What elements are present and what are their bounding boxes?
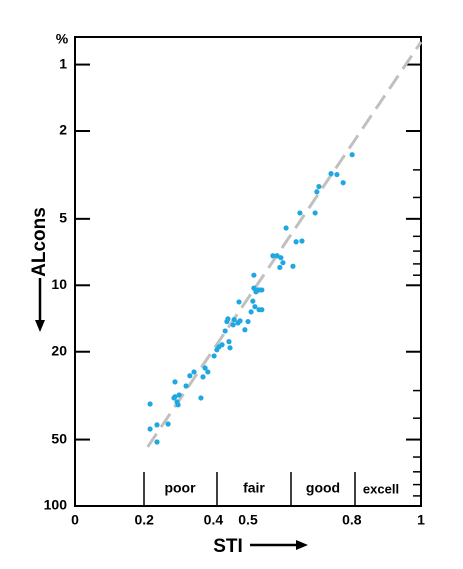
point (183, 383, 189, 389)
band-label: good (306, 480, 340, 496)
y-tick-label: 5 (59, 210, 67, 226)
point (328, 171, 334, 177)
point (340, 180, 346, 186)
point (312, 210, 318, 216)
point (316, 183, 322, 190)
point (250, 298, 256, 304)
point (205, 369, 211, 375)
x-axis-label: STI (213, 536, 243, 557)
point (154, 422, 160, 428)
point (175, 402, 181, 408)
y-tick-label: 1 (59, 55, 67, 71)
point (277, 264, 283, 271)
point (251, 272, 257, 278)
plot-frame (74, 36, 422, 507)
band-label: excell (363, 481, 399, 496)
y-arrow (35, 278, 45, 332)
point (154, 439, 160, 445)
point (172, 379, 178, 385)
x-arrow (250, 540, 308, 550)
point (165, 421, 171, 427)
point (299, 238, 305, 244)
point (314, 189, 320, 195)
point (227, 345, 233, 351)
x-tick-label: 0 (71, 512, 79, 528)
band-label: poor (164, 480, 196, 496)
point (278, 255, 284, 261)
x-tick-label: 0.8 (342, 512, 362, 528)
y-tick-label: 10 (51, 276, 67, 292)
point (290, 263, 296, 269)
point (280, 260, 286, 266)
point (198, 395, 204, 401)
point (147, 401, 153, 407)
band-label: fair (243, 480, 265, 496)
point (187, 373, 193, 379)
point (222, 328, 228, 334)
point (293, 239, 299, 245)
point (191, 369, 197, 375)
point (252, 304, 258, 310)
point (334, 171, 340, 178)
y-tick-label: 50 (51, 430, 67, 446)
x-tick-label: 1 (417, 512, 425, 528)
y-unit: % (56, 31, 69, 47)
point (211, 353, 217, 359)
point (200, 374, 206, 380)
point (225, 316, 231, 322)
point (147, 426, 153, 432)
band-dividers (143, 472, 356, 506)
x-tick-label: 0.4 (204, 512, 224, 528)
point (226, 339, 232, 345)
point (230, 322, 236, 328)
point (251, 285, 257, 291)
point (248, 309, 254, 315)
y-tick-label: 100 (44, 497, 68, 513)
point (219, 342, 225, 348)
point (242, 327, 248, 333)
y-tick-label: 2 (59, 122, 67, 138)
point (245, 318, 251, 325)
point (231, 316, 237, 323)
x-tick-label: 0.2 (134, 512, 154, 528)
point (172, 394, 178, 400)
point (259, 307, 265, 313)
trend-line (146, 41, 423, 448)
x-tick-label: 0.5 (238, 512, 258, 528)
point (202, 365, 208, 371)
point (256, 287, 262, 293)
y-tick-label: 20 (51, 342, 67, 358)
point (270, 253, 276, 259)
point (283, 225, 289, 231)
point (176, 392, 182, 398)
y-axis-label: ALcons (29, 207, 50, 277)
point (236, 299, 242, 305)
point (349, 152, 355, 158)
point (237, 318, 243, 324)
point (297, 210, 303, 216)
